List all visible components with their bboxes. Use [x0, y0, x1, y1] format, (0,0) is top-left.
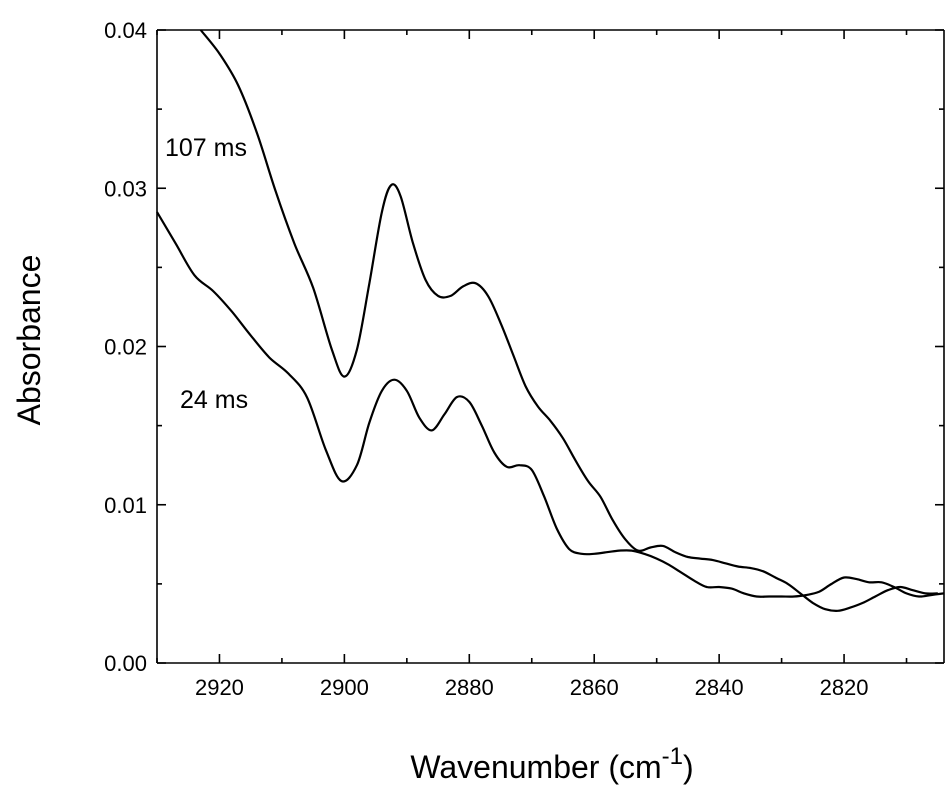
x-tick-label: 2900 — [320, 675, 369, 700]
series-107ms-line — [199, 29, 938, 612]
plot-curves — [156, 29, 945, 612]
series-24ms-line — [156, 211, 945, 598]
x-axis-ticks: 2920 2900 2880 2860 2840 2820 — [156, 30, 908, 700]
y-tick-label: 0.00 — [104, 651, 147, 676]
x-axis-title: Wavenumber (cm-1) — [410, 743, 693, 785]
label-24ms: 24 ms — [180, 386, 248, 414]
y-tick-label: 0.02 — [104, 335, 147, 360]
y-axis-ticks: 0.00 0.01 0.02 0.03 0.04 — [104, 18, 944, 676]
x-axis-title-superscript: -1 — [662, 743, 683, 770]
y-tick-label: 0.01 — [104, 493, 147, 518]
x-tick-label: 2860 — [570, 675, 619, 700]
plot-frame — [156, 29, 945, 664]
label-107ms: 107 ms — [165, 134, 247, 162]
y-tick-label: 0.03 — [104, 176, 147, 201]
x-axis-title-close: ) — [683, 749, 694, 785]
x-axis-title-main: Wavenumber (cm — [410, 749, 661, 785]
y-axis-title: Absorbance — [11, 255, 47, 426]
x-tick-label: 2840 — [695, 675, 744, 700]
x-tick-label: 2820 — [820, 675, 869, 700]
x-tick-label: 2920 — [195, 675, 244, 700]
x-tick-label: 2880 — [445, 675, 494, 700]
curve-annotations: 107 ms 24 ms — [165, 134, 248, 414]
y-tick-label: 0.04 — [104, 18, 147, 43]
